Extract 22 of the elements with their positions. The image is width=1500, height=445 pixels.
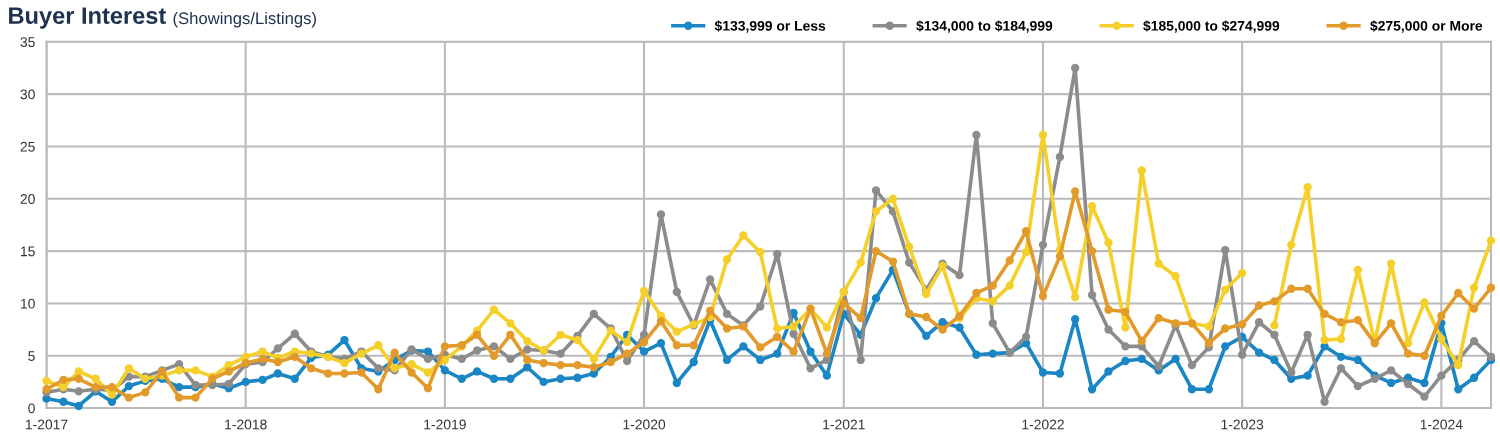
x-tick-label: 1-2018: [225, 419, 267, 430]
chart-title: Buyer Interest: [9, 7, 166, 29]
legend-label: $185,000 to $274,999: [1143, 20, 1280, 33]
y-tick-label: 25: [20, 141, 35, 152]
legend-label: $133,999 or Less: [714, 20, 826, 33]
x-tick-label: 1-2022: [1022, 419, 1064, 430]
chart-subtitle: (Showings/Listings): [173, 11, 316, 28]
x-tick-label: 1-2024: [1420, 419, 1463, 430]
y-tick-label: 20: [20, 194, 35, 204]
x-tick-label: 1-2021: [823, 419, 865, 430]
y-tick-label: 10: [21, 298, 35, 309]
x-tick-label: 1-2020: [623, 419, 666, 430]
y-tick-label: 35: [20, 37, 35, 47]
y-tick-label: 0: [28, 403, 35, 414]
y-tick-label: 30: [20, 89, 35, 100]
x-tick-label: 1-2019: [424, 419, 466, 430]
x-tick-label: 1-2017: [25, 419, 68, 430]
x-tick-label: 1-2023: [1221, 419, 1264, 430]
y-tick-label: 15: [21, 246, 35, 257]
y-tick-label: 5: [28, 351, 35, 361]
legend-label: $275,000 or More: [1370, 20, 1483, 33]
legend-label: $134,000 to $184,999: [916, 20, 1053, 33]
